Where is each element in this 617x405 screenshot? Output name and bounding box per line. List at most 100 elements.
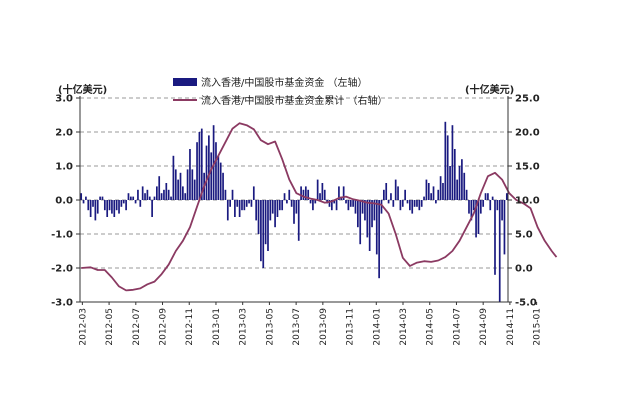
right-axis-unit: (十亿美元) bbox=[465, 83, 514, 96]
bar bbox=[271, 200, 274, 214]
bar bbox=[85, 196, 87, 200]
bar bbox=[409, 200, 411, 211]
bar bbox=[288, 189, 291, 200]
bar bbox=[323, 189, 326, 200]
x-tick-label: 2013-07 bbox=[292, 308, 302, 346]
legend-label-line: 流入香港/中国股市基金资金累计 （右轴） bbox=[201, 94, 388, 107]
legend-label-bar: 流入香港/中国股市基金资金 （左轴） bbox=[201, 76, 368, 89]
bar bbox=[118, 200, 120, 214]
bar bbox=[491, 196, 494, 200]
bar bbox=[210, 152, 213, 200]
left-axis-unit: (十亿美元) bbox=[58, 83, 107, 96]
bar bbox=[245, 200, 248, 207]
bar bbox=[158, 176, 161, 200]
bar bbox=[262, 200, 265, 268]
bar bbox=[380, 200, 383, 214]
right-tick-label: -5.0 bbox=[515, 298, 537, 309]
x-tick-label: 2014-11 bbox=[506, 308, 516, 346]
bar bbox=[378, 200, 380, 279]
bar bbox=[186, 169, 189, 200]
bar bbox=[458, 166, 461, 200]
bar bbox=[354, 200, 357, 214]
bar bbox=[170, 196, 172, 200]
bar bbox=[276, 200, 279, 217]
bar bbox=[193, 179, 196, 200]
bar bbox=[503, 200, 506, 255]
bar bbox=[505, 193, 508, 200]
bar bbox=[300, 186, 302, 200]
bar bbox=[238, 200, 241, 217]
bar bbox=[167, 189, 170, 200]
bar bbox=[404, 189, 406, 200]
bar bbox=[368, 200, 371, 251]
bar bbox=[231, 189, 234, 200]
bar bbox=[269, 200, 272, 221]
bar bbox=[134, 200, 137, 204]
x-tick-label: 2012-05 bbox=[105, 308, 115, 346]
bar bbox=[316, 179, 319, 200]
bar bbox=[87, 200, 90, 211]
bar-series bbox=[80, 121, 508, 302]
bar bbox=[352, 200, 354, 207]
bar bbox=[80, 193, 83, 200]
bar bbox=[243, 200, 246, 211]
bar bbox=[160, 193, 163, 200]
left-tick-label: -2.0 bbox=[51, 264, 73, 275]
bar bbox=[297, 200, 300, 241]
x-tick-label: 2015-01 bbox=[533, 308, 543, 346]
bar bbox=[96, 200, 99, 214]
bar bbox=[219, 162, 222, 200]
bar bbox=[439, 176, 442, 200]
bar bbox=[89, 200, 92, 217]
bar bbox=[101, 196, 104, 200]
bar bbox=[309, 200, 312, 204]
bar bbox=[456, 179, 459, 200]
bar bbox=[281, 200, 284, 211]
x-tick-label: 2013-05 bbox=[265, 308, 275, 346]
bar bbox=[444, 121, 447, 200]
bar bbox=[172, 155, 175, 200]
bar bbox=[342, 186, 345, 200]
bar bbox=[453, 149, 456, 200]
bar bbox=[120, 200, 123, 207]
bar bbox=[94, 200, 97, 221]
bar bbox=[103, 200, 106, 211]
legend: 流入香港/中国股市基金资金 （左轴） 流入香港/中国股市基金资金累计 （右轴） bbox=[173, 76, 388, 107]
legend-swatch-bar bbox=[173, 78, 197, 86]
bar bbox=[461, 159, 463, 200]
bar bbox=[250, 200, 253, 207]
bar bbox=[217, 155, 220, 200]
bar bbox=[155, 186, 158, 200]
bar bbox=[153, 196, 156, 200]
bar bbox=[137, 189, 139, 200]
bar bbox=[151, 200, 153, 217]
bar bbox=[229, 200, 232, 207]
bar bbox=[113, 200, 116, 217]
bar bbox=[463, 172, 466, 200]
bar bbox=[115, 200, 118, 211]
bar bbox=[349, 200, 352, 207]
bar bbox=[328, 200, 331, 207]
left-tick-label: 0.0 bbox=[55, 196, 73, 207]
bar bbox=[267, 200, 269, 251]
bar bbox=[364, 200, 366, 221]
bar bbox=[92, 200, 94, 207]
bar bbox=[196, 142, 198, 200]
bar bbox=[144, 193, 146, 200]
x-tick-label: 2014-01 bbox=[372, 308, 382, 346]
bar bbox=[390, 193, 392, 200]
right-tick-label: 20.0 bbox=[515, 128, 540, 139]
bar bbox=[399, 200, 402, 211]
bar bbox=[312, 200, 314, 211]
bar bbox=[148, 196, 151, 200]
bar bbox=[470, 200, 473, 221]
bar bbox=[482, 200, 485, 207]
bar bbox=[191, 169, 194, 200]
bar bbox=[487, 193, 489, 200]
bar bbox=[304, 186, 307, 200]
bar bbox=[278, 200, 281, 211]
x-tick-label: 2014-09 bbox=[479, 308, 489, 346]
bar bbox=[255, 200, 258, 221]
bar bbox=[248, 200, 250, 204]
